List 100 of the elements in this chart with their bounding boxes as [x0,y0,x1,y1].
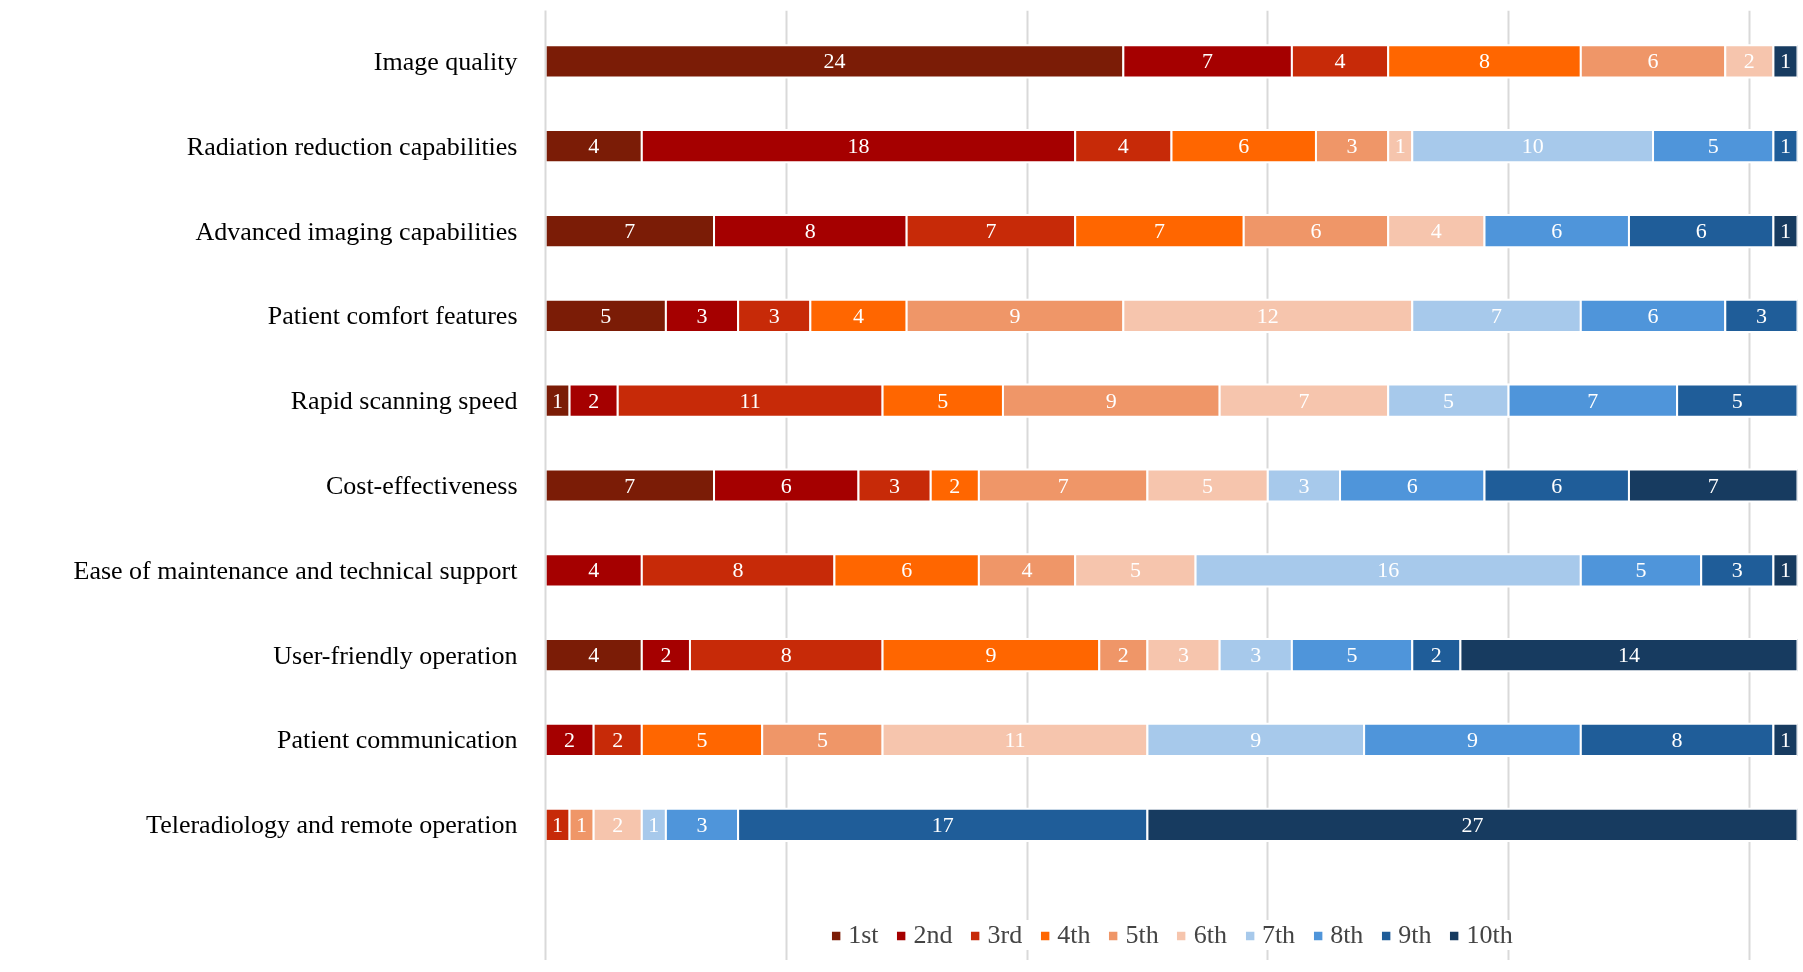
data-label: 9 [985,642,997,668]
data-label: 3 [1755,302,1767,328]
data-label: 7 [624,472,636,498]
data-label: 6 [1406,472,1418,498]
data-label: 8 [1671,726,1683,752]
y-tick-label: Advanced imaging capabilities [195,216,518,246]
legend-label: 9th [1398,920,1432,950]
data-label: 8 [780,642,792,668]
data-label: 7 [985,218,997,244]
data-label: 6 [1695,218,1707,244]
data-label: 14 [1617,642,1640,668]
data-label: 5 [1346,642,1358,668]
data-label: 1 [1779,218,1791,244]
data-label: 3 [696,811,708,837]
data-label: 2 [660,642,672,668]
y-tick-label: Cost-effectiveness [325,471,518,500]
data-label: 6 [1647,48,1659,74]
data-label: 1 [552,811,564,837]
data-label: 9 [1105,387,1117,413]
y-tick-label: Patient communication [277,725,518,755]
data-label: 2 [612,811,624,837]
data-label: 5 [1442,387,1454,413]
data-label: 5 [600,302,612,328]
data-label: 6 [1551,218,1563,244]
data-label: 6 [1238,133,1250,159]
data-label: 7 [1491,302,1503,328]
data-label: 16 [1377,557,1400,583]
data-label: 3 [696,302,708,328]
data-label: 5 [696,726,708,752]
data-label: 7 [1153,218,1165,244]
data-label: 3 [889,472,901,498]
data-label: 5 [816,726,828,752]
data-label: 8 [732,557,744,583]
data-label: 4 [1021,557,1033,583]
data-label: 6 [901,557,913,583]
y-tick-label: Radiation reduction capabilities [186,131,518,161]
data-label: 11 [739,387,761,413]
data-label: 1 [576,811,588,837]
y-tick-label: Image quality [373,46,518,76]
data-label: 4 [588,133,600,159]
data-label: 3 [1298,472,1310,498]
legend-label: 8th [1330,920,1364,950]
data-label: 2 [1430,642,1442,668]
data-label: 7 [624,218,636,244]
y-tick-label: Teleradiology and remote operation [146,810,518,840]
data-label: 1 [1779,557,1791,583]
data-label: 7 [1057,472,1069,498]
data-label: 4 [1117,133,1129,159]
data-label: 2 [588,387,600,413]
data-label: 2 [1117,642,1129,668]
data-label: 12 [1256,302,1279,328]
data-label: 2 [1743,48,1755,74]
data-label: 2 [564,726,576,752]
legend-label: 4th [1057,920,1091,950]
data-label: 5 [1707,133,1719,159]
data-label: 6 [1310,218,1322,244]
data-label: 1 [1779,48,1791,74]
data-label: 8 [804,218,816,244]
data-label: 4 [588,557,600,583]
y-tick-label: Patient comfort features [267,301,518,331]
data-label: 17 [931,811,954,837]
data-label: 3 [768,302,780,328]
data-label: 1 [1779,726,1791,752]
data-label: 1 [1779,133,1791,159]
legend-label: 2nd [913,920,953,950]
data-label: 2 [949,472,961,498]
legend-label: 6th [1193,920,1227,950]
data-label: 1 [552,387,564,413]
data-label: 11 [1004,726,1026,752]
data-label: 3 [1178,642,1190,668]
data-label: 4 [588,642,600,668]
data-label: 3 [1731,557,1743,583]
data-label: 18 [847,133,870,159]
y-tick-label: Rapid scanning speed [290,386,518,416]
data-label: 6 [1551,472,1563,498]
data-label: 9 [1466,726,1478,752]
data-label: 6 [1647,302,1659,328]
data-label: 5 [1731,387,1743,413]
data-label: 5 [937,387,949,413]
data-label: 6 [780,472,792,498]
data-label: 3 [1346,133,1358,159]
data-label: 9 [1250,726,1262,752]
legend-label: 5th [1125,920,1159,950]
data-label: 5 [1129,557,1141,583]
data-label: 7 [1202,48,1214,74]
data-label: 2 [612,726,624,752]
data-label: 7 [1298,387,1310,413]
data-label: 5 [1202,472,1214,498]
legend-label: 10th [1466,920,1513,950]
data-label: 7 [1707,472,1719,498]
y-tick-label: User-friendly operation [273,640,518,670]
legend-label: 7th [1261,920,1296,950]
data-label: 8 [1479,48,1490,74]
y-tick-label: Ease of maintenance and technical support [73,555,519,585]
data-label: 10 [1521,133,1544,159]
data-label: 27 [1461,811,1484,837]
data-label: 1 [648,811,660,837]
data-label: 9 [1009,302,1021,328]
legend-label: 3rd [987,920,1023,950]
data-label: 3 [1250,642,1262,668]
